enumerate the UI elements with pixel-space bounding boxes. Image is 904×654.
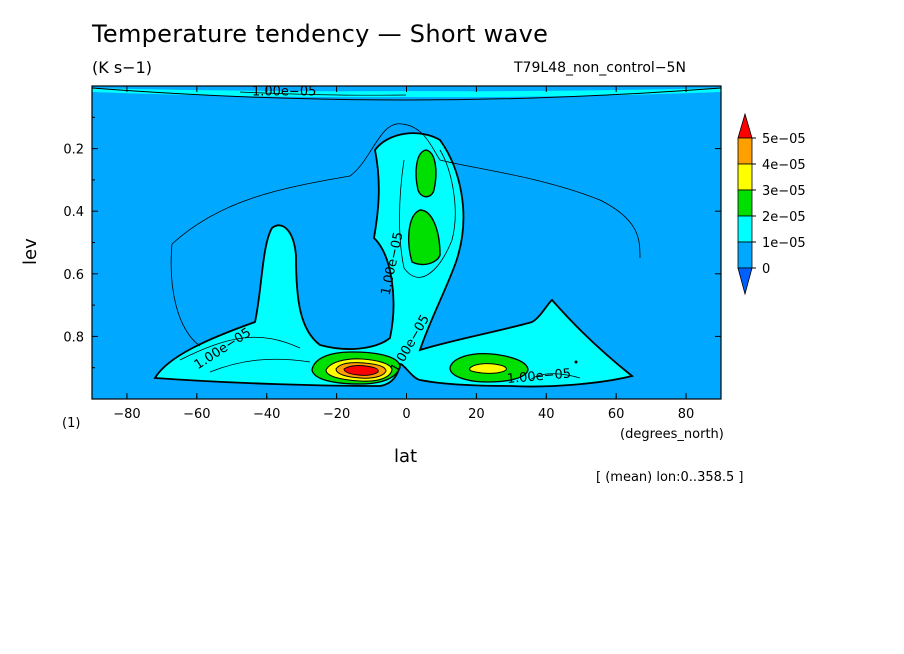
contour-outer-sh-edge	[170, 243, 201, 347]
x-tick-label: −60	[183, 407, 210, 422]
colorbar-label: 2e−05	[762, 210, 806, 225]
chart-title: Temperature tendency — Short wave	[92, 20, 549, 48]
contour-label: 1.00e−05	[252, 84, 316, 99]
colorbar-segment	[737, 189, 753, 217]
contour-dot	[574, 360, 578, 364]
x-tick-label: 40	[538, 407, 555, 422]
y-tick-label: 0.2	[63, 143, 84, 158]
y-tick-label: 0.6	[63, 268, 84, 283]
colorbar-arrow-bottom	[737, 267, 753, 296]
colorbar-segment	[737, 241, 753, 269]
chart-units: (K s−1)	[92, 58, 152, 77]
contour-inner-sh	[179, 336, 301, 361]
x-axis-label: lat	[394, 446, 418, 467]
colorbar-segment	[737, 215, 753, 243]
contour-outer	[171, 123, 641, 259]
x-ticks: −80 −60 −40 −20 0 20 40 60 80	[113, 86, 694, 422]
x-tick-label: 20	[468, 407, 485, 422]
x-tick-label: 0	[402, 407, 410, 422]
region-upper-tropical-max	[415, 149, 437, 198]
colorbar-label: 0	[762, 262, 770, 277]
colorbar: 5e−05 4e−05 3e−05 2e−05 1e−05 0	[737, 112, 806, 296]
x-tick-label: 60	[608, 407, 625, 422]
region-ten-micro-k-per-s	[153, 132, 634, 388]
colorbar-segment	[737, 137, 753, 165]
region-nh-lowlevel-yellow	[469, 363, 507, 374]
y-ticks: 0.2 0.4 0.6 0.8	[63, 116, 721, 369]
y-tick-label: 0.8	[63, 330, 84, 345]
contour-label: 1.00e−05	[506, 366, 571, 387]
x-tick-label: −80	[113, 407, 140, 422]
colorbar-label: 1e−05	[762, 236, 806, 251]
contour-top	[92, 87, 721, 101]
colorbar-label: 3e−05	[762, 184, 806, 199]
x-axis-units: (degrees_north)	[620, 427, 724, 442]
colorbar-label: 5e−05	[762, 132, 806, 147]
colorbar-arrow-top	[737, 112, 753, 139]
contour-nh-low	[529, 373, 581, 381]
colorbar-label: 4e−05	[762, 158, 806, 173]
contour-top-2	[239, 91, 407, 96]
contour-inner-sh-2	[209, 358, 311, 373]
x-tick-label: −20	[323, 407, 350, 422]
x-tick-label: −40	[253, 407, 280, 422]
contour-inner-tropical	[399, 149, 456, 278]
region-mid-tropical-max	[408, 209, 441, 266]
footnote: [ (mean) lon:0..358.5 ]	[596, 470, 744, 485]
y-axis-units: (1)	[62, 416, 81, 431]
colorbar-segment	[737, 163, 753, 191]
y-tick-label: 0.4	[63, 205, 84, 220]
run-name: T79L48_non_control−5N	[514, 60, 686, 76]
x-tick-label: 80	[678, 407, 695, 422]
plot-area: 1.00e−051.00e−051.00e−051.00e−051.00e−05	[92, 84, 721, 399]
region-sh-lowlevel-red	[343, 365, 379, 376]
